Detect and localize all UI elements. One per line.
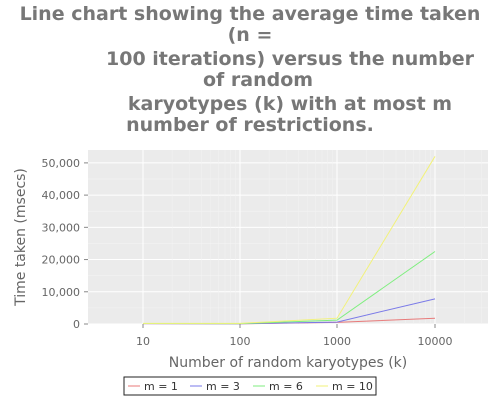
- legend-label: m = 6: [269, 380, 303, 393]
- chart-title-line: number of restrictions.: [126, 114, 374, 136]
- chart-title-line: (n =: [228, 24, 273, 46]
- x-tick-label: 100: [230, 335, 251, 348]
- gridlines: [88, 150, 488, 325]
- series-lines: [142, 156, 436, 325]
- legend-box: [123, 376, 377, 396]
- x-axis-ticks: 10 100 1000 10000: [136, 324, 453, 348]
- series-line: [143, 156, 436, 324]
- y-tick-label: 50,000: [42, 157, 81, 170]
- x-axis-label: Number of random karyotypes (k): [169, 355, 407, 371]
- y-tick-label: 20,000: [42, 254, 81, 267]
- plot-background: [88, 150, 488, 324]
- y-axis-label: Time taken (msecs): [13, 168, 29, 307]
- y-tick-label: 0: [73, 318, 80, 331]
- chart-title: Line chart showing the average time take…: [20, 3, 481, 136]
- legend-label: m = 10: [332, 380, 373, 393]
- y-tick-label: 10,000: [42, 286, 81, 299]
- x-tick-label: 10: [136, 335, 150, 348]
- y-tick-label: 30,000: [42, 221, 81, 234]
- x-tick-label: 10000: [418, 335, 453, 348]
- chart-title-line: 100 iterations) versus the number: [106, 48, 475, 70]
- legend-label: m = 3: [206, 380, 240, 393]
- legend: m = 1 m = 3 m = 6 m = 10: [123, 376, 377, 396]
- x-tick-label: 1000: [323, 335, 351, 348]
- y-axis-ticks: 0 10,000 20,000 30,000 40,000 50,000: [42, 157, 88, 331]
- chart-title-line: Line chart showing the average time take…: [20, 3, 481, 25]
- chart-title-line: of random: [203, 69, 313, 91]
- y-tick-label: 40,000: [42, 189, 81, 202]
- chart-title-line: karyotypes (k) with at most m: [128, 93, 452, 115]
- legend-label: m = 1: [144, 380, 178, 393]
